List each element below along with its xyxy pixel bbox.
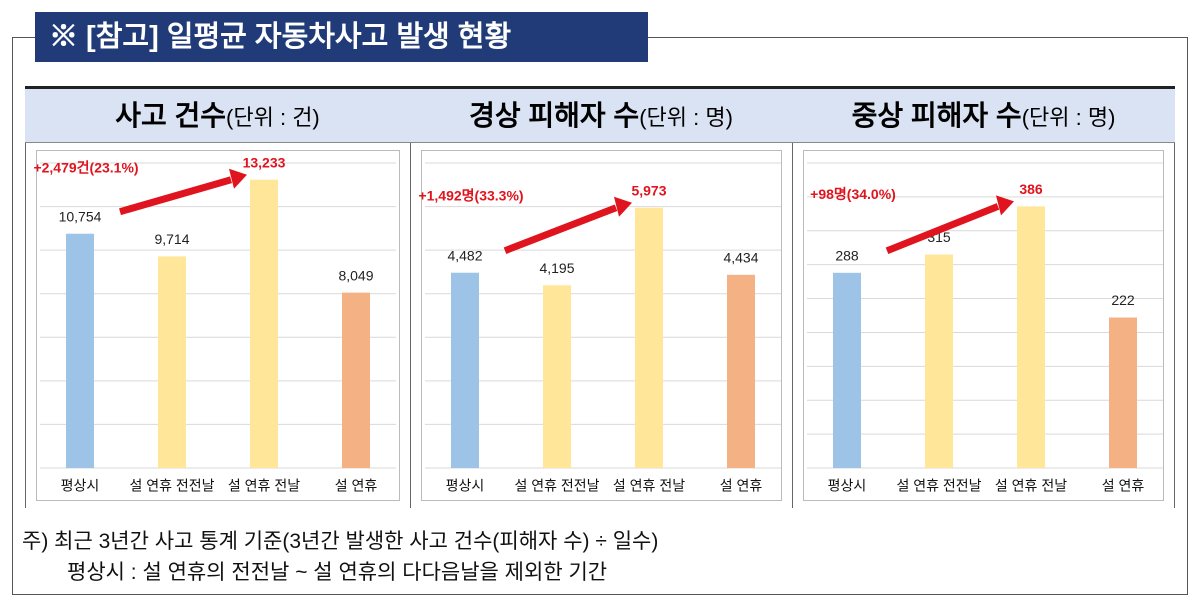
x-tick-label: 설 연휴 전날 <box>613 478 685 494</box>
x-tick-label: 설 연휴 전전날 <box>514 478 599 494</box>
x-tick-label: 평상시 <box>828 478 867 494</box>
note: 평상시 : 설 연휴의 전전날 ~ 설 연휴의 다다음날을 제외한 기간 <box>67 561 608 584</box>
bar <box>342 292 370 468</box>
bar <box>925 254 953 468</box>
value-label: 386 <box>1019 181 1043 197</box>
x-tick-label: 설 연휴 <box>720 478 763 494</box>
chart-subtitle: (단위 : 명) <box>639 105 733 130</box>
value-label: 4,482 <box>447 247 482 263</box>
chart-title: 경상 피해자 수 <box>469 100 640 131</box>
bar <box>635 207 663 468</box>
x-tick-label: 평상시 <box>446 478 485 494</box>
bar <box>1017 206 1045 468</box>
value-label: 13,233 <box>243 154 286 170</box>
bar <box>543 285 571 468</box>
x-tick-label: 설 연휴 전날 <box>228 478 300 494</box>
plot-frame <box>421 150 782 501</box>
bar <box>250 179 278 468</box>
note: 주) 최근 3년간 사고 통계 기준(3년간 발생한 사고 건수(피해자 수) … <box>22 530 659 553</box>
bar <box>1109 317 1137 468</box>
bar <box>451 272 479 468</box>
value-label: 10,754 <box>59 208 102 224</box>
x-tick-label: 설 연휴 전전날 <box>896 478 981 494</box>
plot-frame <box>36 150 400 501</box>
bar <box>727 274 755 468</box>
x-tick-label: 설 연휴 전날 <box>995 478 1067 494</box>
chart: 10,754 평상시 9,714 설 연휴 전전날 13,233 설 연휴 전날 8,049… <box>33 154 396 494</box>
annotation: +2,479건(23.1%) <box>33 159 138 175</box>
plot-frame <box>803 150 1164 501</box>
chart: 4,482 평상시 4,195 설 연휴 전전날 5,973 설 연휴 전날 4,434 설 … <box>418 162 781 494</box>
value-label: 4,434 <box>723 250 758 266</box>
value-label: 9,714 <box>154 231 189 247</box>
value-label: 222 <box>1111 292 1135 308</box>
bar <box>66 233 94 468</box>
x-tick-label: 설 연휴 <box>1102 478 1145 494</box>
value-label: 5,973 <box>631 182 666 198</box>
chart-title: 중상 피해자 수 <box>851 100 1022 131</box>
bar <box>833 272 861 468</box>
x-tick-label: 설 연휴 전전날 <box>129 478 214 494</box>
arrow-head <box>614 196 632 217</box>
page-title: ※ [참고] 일평균 자동차사고 발생 현황 <box>35 12 648 62</box>
arrow-head <box>229 168 247 189</box>
chart-subtitle: (단위 : 명) <box>1021 105 1116 130</box>
x-tick-label: 설 연휴 <box>335 478 378 494</box>
x-tick-label: 평상시 <box>61 478 100 494</box>
value-label: 8,049 <box>338 267 373 283</box>
arrow-head <box>996 195 1014 216</box>
value-label: 288 <box>835 248 859 264</box>
chart-header: 중상 피해자 수(단위 : 명) <box>792 86 1175 143</box>
bar <box>158 256 186 468</box>
arrow <box>119 176 232 216</box>
chart-header: 경상 피해자 수(단위 : 명) <box>410 86 792 143</box>
chart-title: 사고 건수 <box>115 100 227 131</box>
annotation: +1,492명(33.3%) <box>418 187 523 203</box>
annotation: +98명(34.0%) <box>810 186 896 202</box>
chart-header: 사고 건수(단위 : 건) <box>25 86 410 143</box>
chart-panel <box>792 143 1175 508</box>
chart-subtitle: (단위 : 건) <box>226 105 320 130</box>
arrow <box>503 204 618 254</box>
arrow <box>885 203 1000 255</box>
value-label: 4,195 <box>539 260 574 276</box>
